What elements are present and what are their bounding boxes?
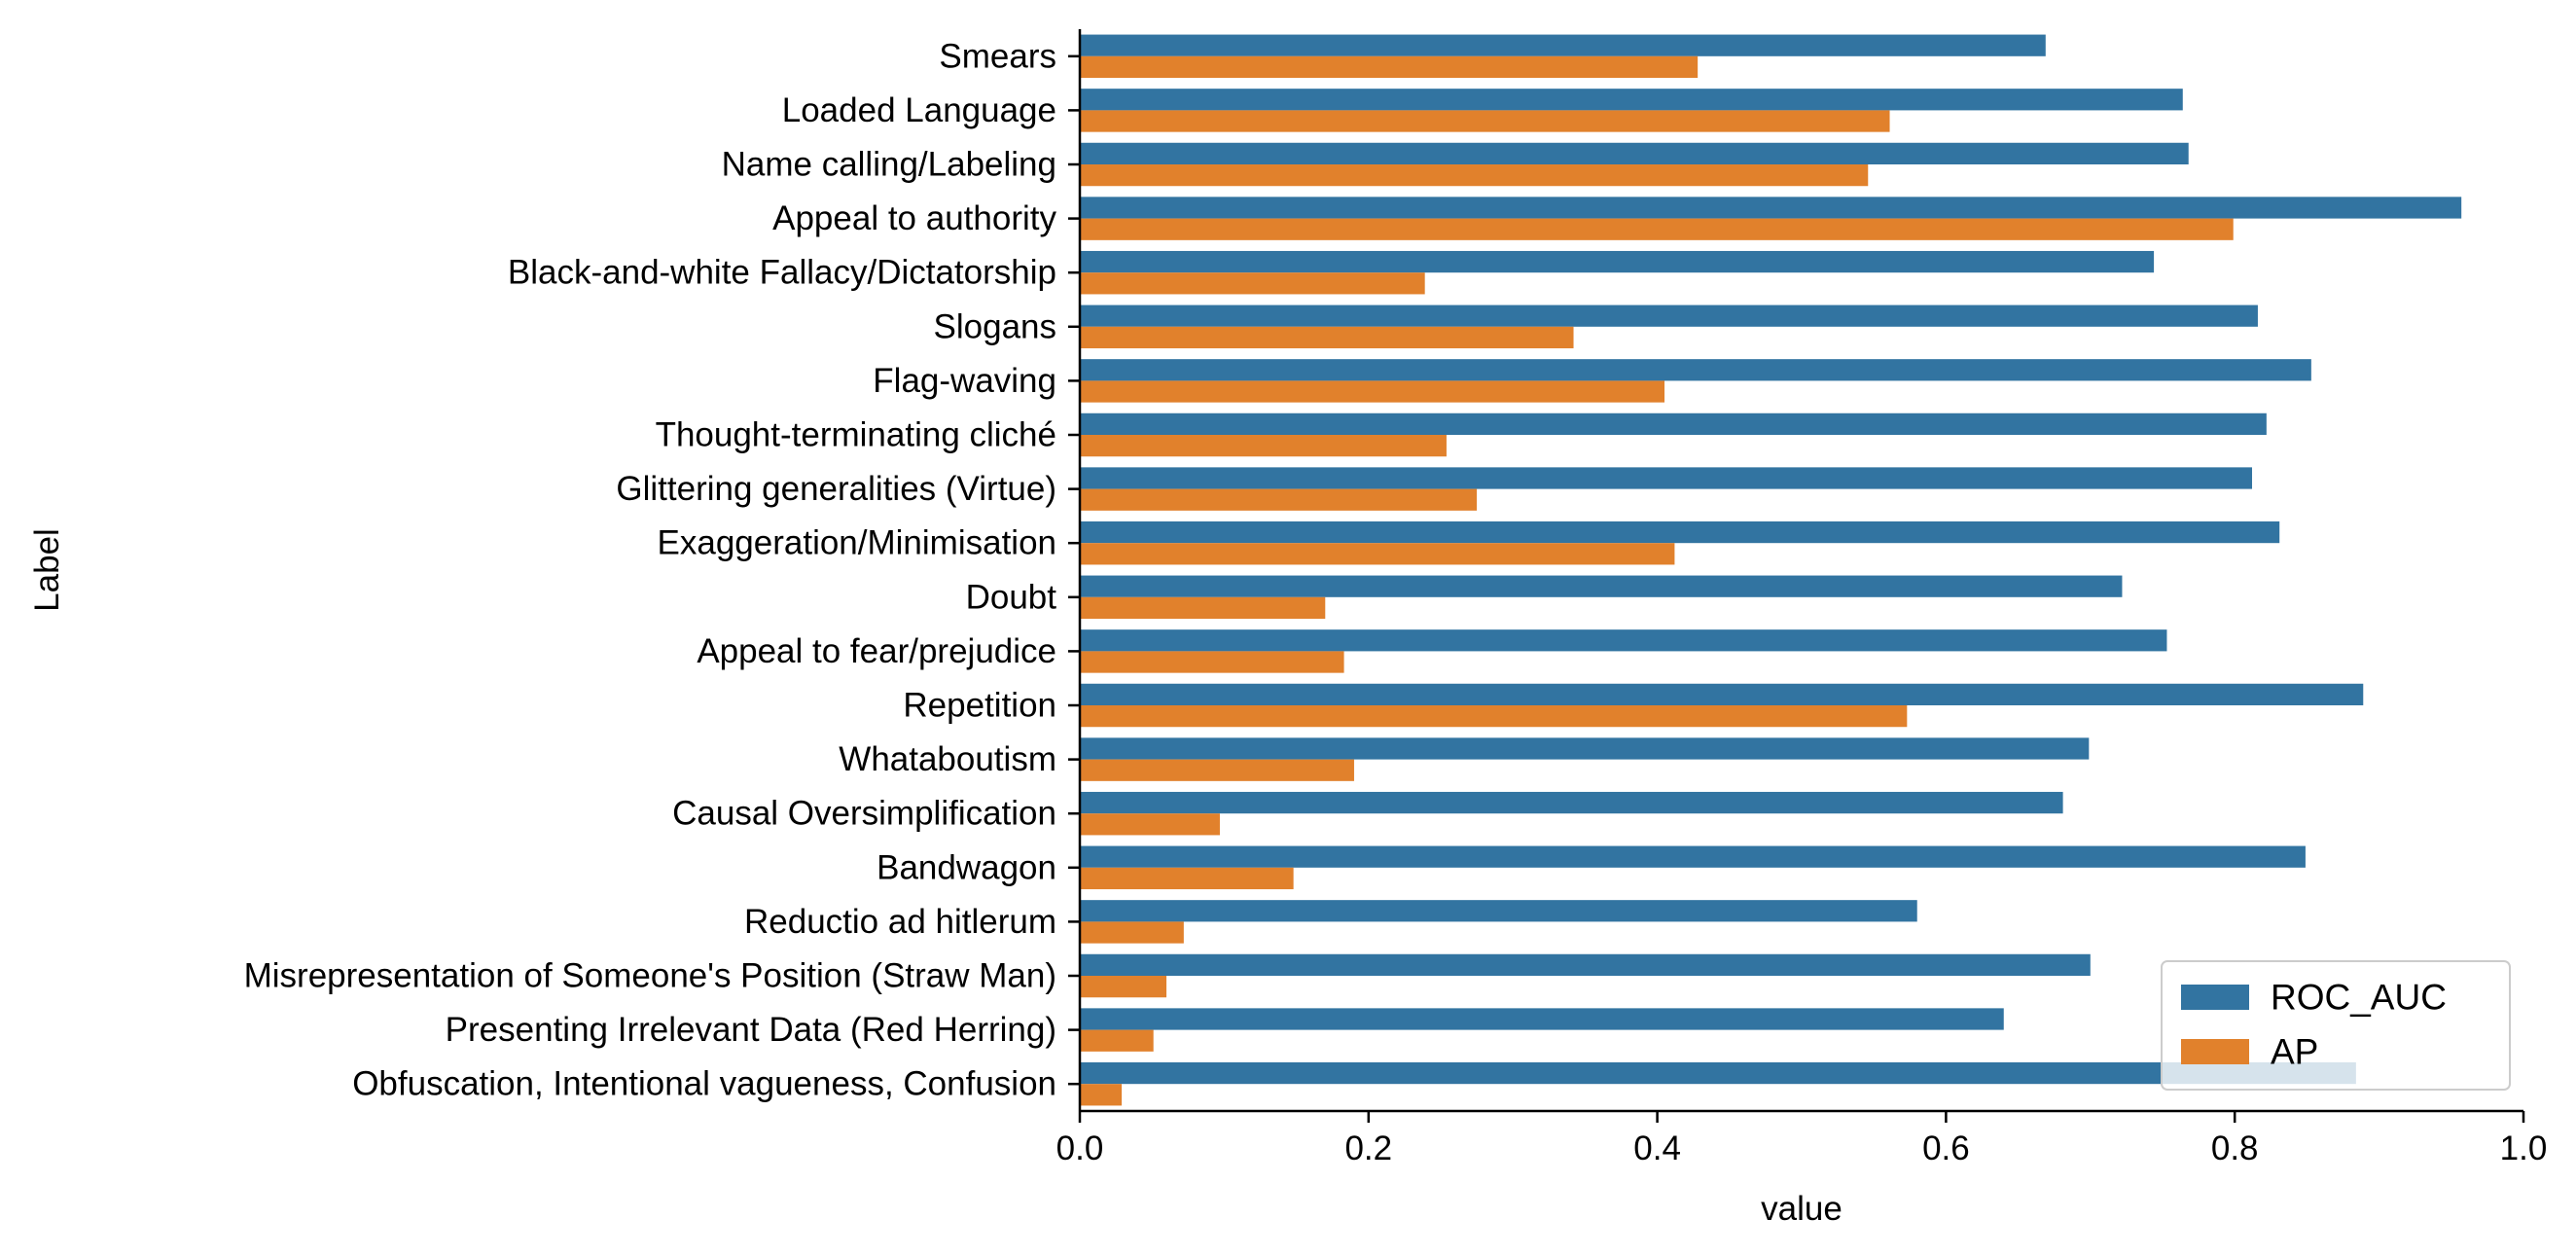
category-label: Reductio ad hitlerum (744, 903, 1056, 941)
category-label: Repetition (903, 687, 1056, 725)
bar-roc-auc-10 (1080, 575, 2123, 597)
bar-ap-19 (1080, 1084, 1123, 1106)
bar-roc-auc-0 (1080, 34, 2046, 56)
y-axis-title: Label (28, 528, 66, 612)
x-axis-ticks: 0.0 0.2 0.4 0.6 0.8 1.0 (1056, 1111, 2548, 1167)
bar-ap-10 (1080, 596, 1326, 620)
category-label: Obfuscation, Intentional vagueness, Conf… (352, 1065, 1056, 1103)
category-label: Presenting Irrelevant Data (Red Herring) (446, 1011, 1056, 1049)
category-label: Exaggeration/Minimisation (658, 524, 1056, 562)
category-labels: Smears Loaded Language Name calling/Labeli… (244, 37, 1080, 1103)
bar-ap-16 (1080, 921, 1184, 944)
bar-roc-auc-8 (1080, 467, 2253, 489)
category-label: Black-and-white Fallacy/Dictatorship (508, 254, 1056, 292)
bar-ap-14 (1080, 813, 1220, 836)
legend-label: AP (2271, 1032, 2318, 1072)
x-axis-title: value (1761, 1190, 1843, 1228)
bar-roc-auc-1 (1080, 89, 2183, 111)
category-label: Smears (939, 37, 1056, 75)
bar-roc-auc-6 (1080, 359, 2311, 381)
bar-roc-auc-11 (1080, 629, 2167, 652)
bars-layer (1080, 34, 2462, 1106)
legend-swatch (2181, 1039, 2249, 1064)
bar-roc-auc-18 (1080, 1008, 2004, 1030)
bar-ap-3 (1080, 218, 2234, 240)
bar-ap-9 (1080, 543, 1675, 565)
bar-ap-11 (1080, 651, 1344, 673)
bar-ap-12 (1080, 705, 1908, 728)
bar-roc-auc-19 (1080, 1061, 2356, 1085)
bar-roc-auc-14 (1080, 791, 2063, 814)
bar-roc-auc-7 (1080, 412, 2267, 435)
category-label: Doubt (966, 578, 1057, 616)
x-tick-label: 0.6 (1922, 1130, 1970, 1167)
bar-ap-8 (1080, 488, 1478, 511)
bar-ap-2 (1080, 164, 1869, 187)
legend-swatch (2181, 985, 2249, 1010)
category-label: Appeal to authority (772, 199, 1056, 237)
bar-ap-5 (1080, 326, 1574, 349)
bar-ap-18 (1080, 1029, 1154, 1052)
bar-roc-auc-16 (1080, 900, 1917, 922)
bar-ap-4 (1080, 272, 1425, 295)
category-label: Name calling/Labeling (722, 146, 1056, 184)
bar-roc-auc-2 (1080, 142, 2189, 164)
category-label: Causal Oversimplification (672, 795, 1056, 833)
bar-roc-auc-9 (1080, 520, 2280, 544)
bar-ap-1 (1080, 110, 1890, 132)
category-label: Whataboutism (839, 740, 1056, 778)
x-tick-label: 1.0 (2500, 1130, 2548, 1167)
x-tick-label: 0.0 (1056, 1130, 1104, 1167)
bar-ap-13 (1080, 759, 1354, 781)
bar-roc-auc-15 (1080, 845, 2306, 868)
category-label: Glittering generalities (Virtue) (616, 470, 1056, 508)
bar-ap-17 (1080, 976, 1167, 998)
bar-ap-6 (1080, 380, 1665, 403)
bar-ap-15 (1080, 867, 1294, 890)
x-tick-label: 0.2 (1344, 1130, 1392, 1167)
category-label: Appeal to fear/prejudice (697, 632, 1056, 670)
bar-roc-auc-13 (1080, 737, 2090, 760)
legend-label: ROC_AUC (2271, 978, 2447, 1018)
bar-roc-auc-4 (1080, 250, 2155, 273)
x-tick-label: 0.4 (1633, 1130, 1681, 1167)
x-tick-label: 0.8 (2211, 1130, 2259, 1167)
category-label: Bandwagon (877, 848, 1056, 886)
bar-roc-auc-3 (1080, 197, 2462, 219)
bar-roc-auc-12 (1080, 683, 2364, 705)
category-label: Slogans (934, 307, 1056, 345)
category-label: Misrepresentation of Someone's Position … (244, 957, 1056, 995)
legend: ROC_AUC AP (2161, 960, 2511, 1091)
bar-roc-auc-5 (1080, 305, 2258, 327)
category-label: Thought-terminating cliché (656, 416, 1056, 454)
bar-ap-7 (1080, 435, 1447, 457)
category-label: Flag-waving (873, 362, 1056, 400)
category-label: Loaded Language (782, 91, 1056, 129)
bar-roc-auc-17 (1080, 953, 2091, 976)
bar-ap-0 (1080, 55, 1699, 79)
